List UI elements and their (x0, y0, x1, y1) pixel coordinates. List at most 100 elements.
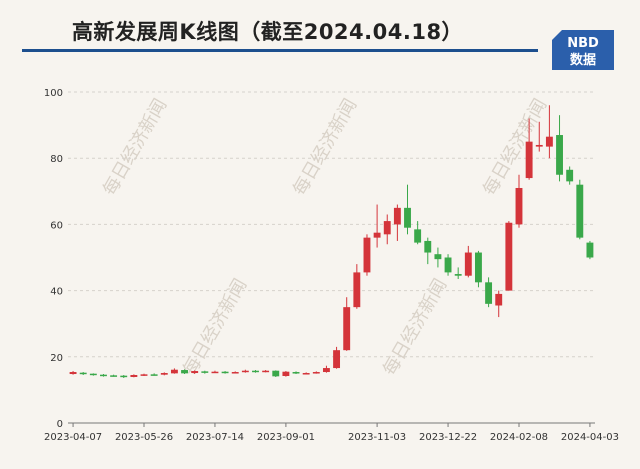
x-tick-label: 2023-04-07 (44, 432, 102, 443)
candle-body (566, 169, 574, 182)
candle-body (140, 374, 148, 376)
candle (576, 179, 584, 240)
candle-body (434, 254, 442, 260)
x-tick-label: 2023-07-14 (186, 432, 244, 443)
candle (262, 370, 270, 373)
candle-body (160, 373, 168, 375)
candle (343, 297, 351, 351)
candle-body (515, 187, 523, 225)
candle-body (383, 221, 391, 235)
candle (404, 184, 411, 235)
candle (120, 375, 128, 378)
candle (272, 370, 280, 377)
y-tick-label: 20 (50, 353, 63, 364)
candle-body (404, 207, 411, 228)
nbd-logo: NBD 数据 (552, 30, 614, 70)
candle (110, 374, 118, 377)
x-tick-label: 2023-09-01 (257, 432, 315, 443)
candle (150, 373, 158, 376)
y-tick-label: 40 (50, 287, 63, 298)
candle (485, 277, 493, 308)
candle-body (292, 372, 300, 374)
candle (89, 373, 97, 376)
candle-body (505, 222, 513, 291)
candle-body (89, 373, 97, 376)
candle (505, 221, 513, 291)
candle (353, 264, 361, 309)
candle (434, 247, 442, 268)
candle-body (120, 375, 128, 378)
logo-text-bottom: 数据 (570, 52, 596, 68)
candle (545, 105, 553, 159)
candle (495, 290, 503, 318)
candle (79, 372, 87, 376)
watermark-text: 每日经济新闻 (479, 95, 551, 199)
watermark-text: 每日经济新闻 (289, 95, 361, 199)
candle (535, 121, 543, 152)
candle-body (485, 282, 493, 304)
candle (160, 372, 168, 376)
candle-body (231, 372, 239, 374)
candle-body (363, 237, 371, 273)
candle-body (393, 207, 401, 225)
candle-body (282, 371, 290, 376)
candle-body (535, 144, 543, 147)
candle (515, 174, 523, 228)
candle-body (272, 370, 280, 377)
candle (475, 250, 482, 288)
candle-body (353, 272, 361, 308)
candle-body (211, 371, 219, 374)
x-tick-label: 2024-04-03 (561, 432, 619, 443)
candle (454, 267, 462, 280)
candle-body (110, 375, 118, 377)
candle (302, 372, 310, 375)
candle-body (464, 252, 472, 276)
candle (181, 369, 188, 375)
candle (393, 204, 401, 241)
candle-body (130, 375, 138, 377)
x-axis: 2023-04-07 2023-05-26 2023-07-14 2023-09-01… (44, 423, 619, 443)
candle (322, 365, 330, 373)
candle (424, 237, 432, 265)
candle-body (150, 374, 158, 376)
title-bar: 高新发展周K线图（截至2024.04.18） (0, 0, 640, 60)
candle-body (201, 371, 209, 373)
candle (444, 254, 452, 276)
y-tick-label: 80 (50, 154, 63, 165)
candle (211, 370, 219, 374)
candle (170, 368, 178, 374)
x-tick-label: 2023-12-22 (419, 432, 477, 443)
candle-body (373, 232, 381, 238)
watermark-text: 每日经济新闻 (99, 95, 171, 199)
candle-body (322, 368, 330, 373)
candle-body (221, 371, 229, 374)
title-rule (22, 49, 538, 52)
x-tick-label: 2023-11-03 (348, 432, 406, 443)
candle-body (241, 370, 249, 373)
candle-body (191, 371, 199, 374)
candle-body (576, 184, 584, 238)
candle (100, 374, 107, 377)
y-tick-label: 0 (57, 419, 63, 430)
candle (525, 118, 533, 180)
x-tick-label: 2023-05-26 (115, 432, 173, 443)
candle-body (170, 369, 178, 374)
candle (252, 370, 259, 373)
candle-body (545, 136, 553, 147)
candle (231, 371, 239, 374)
candle (69, 371, 77, 375)
candle-body (302, 373, 310, 375)
logo-text-top: NBD (567, 36, 599, 51)
candle (201, 370, 209, 374)
candle (566, 166, 574, 185)
candle (312, 371, 320, 374)
candle (383, 214, 391, 245)
y-axis: 0 20 40 60 80 100 (44, 88, 63, 430)
candle-body (556, 135, 563, 175)
candle-body (475, 252, 482, 283)
candle-body (525, 141, 533, 179)
candle (333, 346, 341, 369)
candle-body (181, 370, 188, 374)
